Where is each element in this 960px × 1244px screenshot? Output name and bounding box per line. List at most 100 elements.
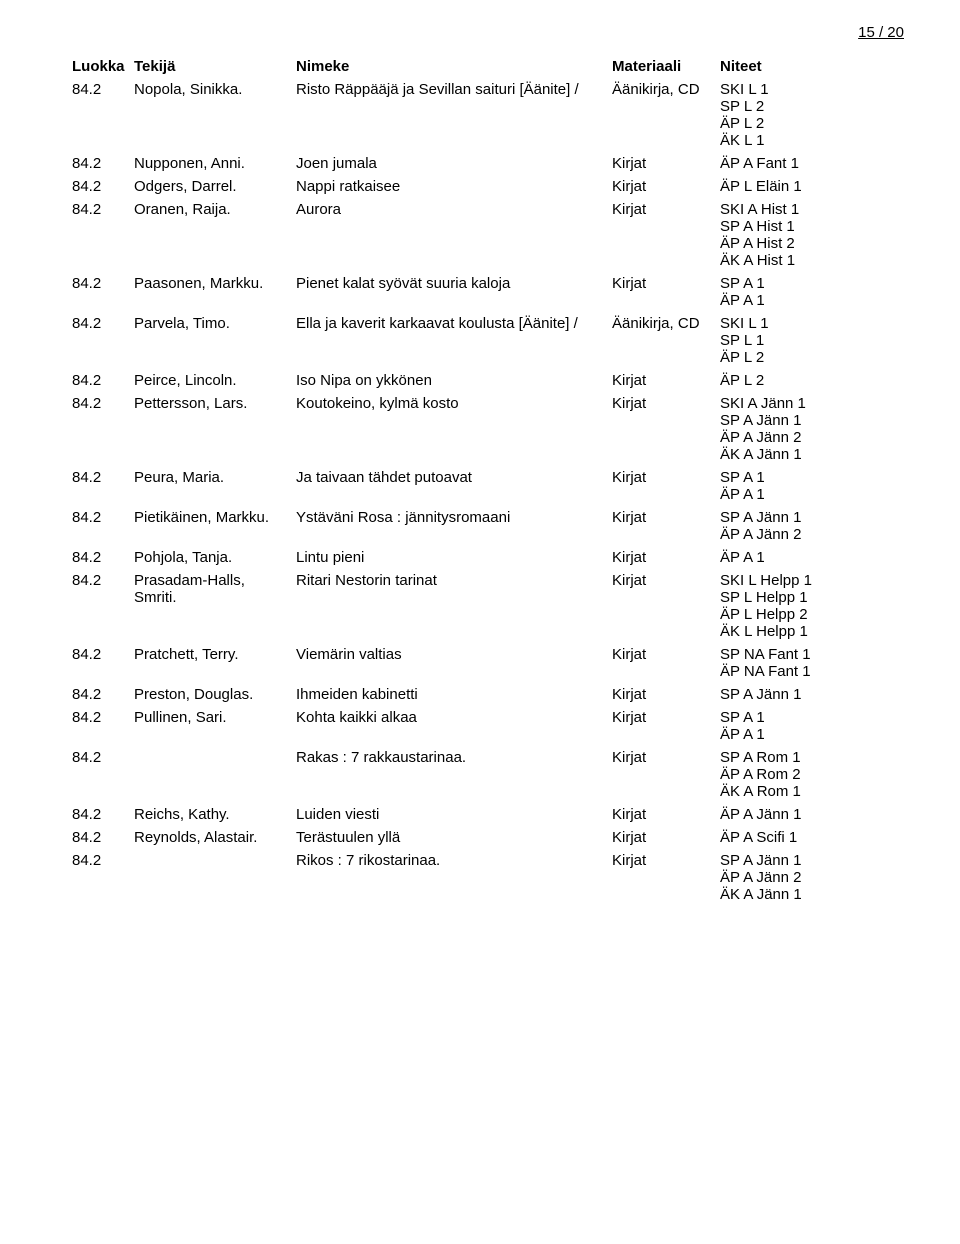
shelf-line: ÄP A 1 bbox=[720, 549, 904, 566]
cell-author: Reichs, Kathy. bbox=[134, 806, 296, 823]
cell-shelves: SP A Jänn 1ÄP A Jänn 2 bbox=[720, 509, 904, 543]
page: 15 / 20 Luokka Tekijä Nimeke Materiaali … bbox=[0, 0, 960, 1244]
cell-author: Pettersson, Lars. bbox=[134, 395, 296, 412]
shelf-line: ÄK L Helpp 1 bbox=[720, 623, 904, 640]
cell-material: Kirjat bbox=[612, 806, 720, 823]
shelf-line: SP L 2 bbox=[720, 98, 904, 115]
cell-title: Aurora bbox=[296, 201, 612, 218]
cell-class: 84.2 bbox=[72, 201, 134, 218]
cell-author: Parvela, Timo. bbox=[134, 315, 296, 332]
cell-material: Kirjat bbox=[612, 155, 720, 172]
table-row: 84.2Reynolds, Alastair.Terästuulen ylläK… bbox=[72, 829, 904, 846]
cell-class: 84.2 bbox=[72, 81, 134, 98]
table-row: 84.2Pratchett, Terry.Viemärin valtiasKir… bbox=[72, 646, 904, 680]
cell-title: Viemärin valtias bbox=[296, 646, 612, 663]
cell-shelves: SP A 1ÄP A 1 bbox=[720, 709, 904, 743]
shelf-line: SP A 1 bbox=[720, 275, 904, 292]
shelf-line: SP A Jänn 1 bbox=[720, 686, 904, 703]
cell-material: Kirjat bbox=[612, 275, 720, 292]
cell-shelves: SP A Jänn 1ÄP A Jänn 2ÄK A Jänn 1 bbox=[720, 852, 904, 903]
table-row: 84.2Paasonen, Markku.Pienet kalat syövät… bbox=[72, 275, 904, 309]
cell-shelves: ÄP A Scifi 1 bbox=[720, 829, 904, 846]
cell-material: Kirjat bbox=[612, 509, 720, 526]
cell-class: 84.2 bbox=[72, 829, 134, 846]
cell-title: Ystäväni Rosa : jännitysromaani bbox=[296, 509, 612, 526]
table-row: 84.2Pohjola, Tanja.Lintu pieniKirjatÄP A… bbox=[72, 549, 904, 566]
cell-class: 84.2 bbox=[72, 852, 134, 869]
table-row: 84.2Nupponen, Anni.Joen jumalaKirjatÄP A… bbox=[72, 155, 904, 172]
shelf-line: ÄP A Rom 2 bbox=[720, 766, 904, 783]
cell-material: Kirjat bbox=[612, 549, 720, 566]
cell-title: Rakas : 7 rakkaustarinaa. bbox=[296, 749, 612, 766]
table-header-row: Luokka Tekijä Nimeke Materiaali Niteet bbox=[72, 58, 904, 75]
cell-class: 84.2 bbox=[72, 372, 134, 389]
cell-title: Pienet kalat syövät suuria kaloja bbox=[296, 275, 612, 292]
cell-shelves: SP A Jänn 1 bbox=[720, 686, 904, 703]
cell-shelves: SKI L 1SP L 2ÄP L 2ÄK L 1 bbox=[720, 81, 904, 149]
cell-title: Iso Nipa on ykkönen bbox=[296, 372, 612, 389]
shelf-line: ÄP A Scifi 1 bbox=[720, 829, 904, 846]
cell-material: Kirjat bbox=[612, 646, 720, 663]
shelf-line: SP A Rom 1 bbox=[720, 749, 904, 766]
cell-title: Ella ja kaverit karkaavat koulusta [Ääni… bbox=[296, 315, 612, 332]
cell-title: Kohta kaikki alkaa bbox=[296, 709, 612, 726]
shelf-line: ÄP A Hist 2 bbox=[720, 235, 904, 252]
cell-shelves: ÄP L Eläin 1 bbox=[720, 178, 904, 195]
shelf-line: ÄP A Jänn 2 bbox=[720, 429, 904, 446]
shelf-line: SP NA Fant 1 bbox=[720, 646, 904, 663]
cell-shelves: ÄP L 2 bbox=[720, 372, 904, 389]
table-row: 84.2Pettersson, Lars.Koutokeino, kylmä k… bbox=[72, 395, 904, 463]
shelf-line: SP A 1 bbox=[720, 709, 904, 726]
cell-class: 84.2 bbox=[72, 509, 134, 526]
shelf-line: SP A Jänn 1 bbox=[720, 509, 904, 526]
cell-material: Kirjat bbox=[612, 372, 720, 389]
cell-author: Peirce, Lincoln. bbox=[134, 372, 296, 389]
cell-class: 84.2 bbox=[72, 155, 134, 172]
shelf-line: SP L 1 bbox=[720, 332, 904, 349]
cell-shelves: ÄP A 1 bbox=[720, 549, 904, 566]
cell-shelves: SKI L 1SP L 1ÄP L 2 bbox=[720, 315, 904, 366]
cell-material: Äänikirja, CD bbox=[612, 81, 720, 98]
table-row: 84.2Odgers, Darrel.Nappi ratkaiseeKirjat… bbox=[72, 178, 904, 195]
shelf-line: ÄP L 2 bbox=[720, 372, 904, 389]
shelf-line: ÄP A 1 bbox=[720, 292, 904, 309]
shelf-line: SP A Hist 1 bbox=[720, 218, 904, 235]
cell-title: Terästuulen yllä bbox=[296, 829, 612, 846]
cell-title: Ihmeiden kabinetti bbox=[296, 686, 612, 703]
cell-material: Kirjat bbox=[612, 395, 720, 412]
shelf-line: ÄK L 1 bbox=[720, 132, 904, 149]
cell-material: Kirjat bbox=[612, 201, 720, 218]
cell-author: Pullinen, Sari. bbox=[134, 709, 296, 726]
cell-author: Reynolds, Alastair. bbox=[134, 829, 296, 846]
cell-class: 84.2 bbox=[72, 178, 134, 195]
table-row: 84.2Pullinen, Sari.Kohta kaikki alkaaKir… bbox=[72, 709, 904, 743]
cell-shelves: SP NA Fant 1ÄP NA Fant 1 bbox=[720, 646, 904, 680]
table-row: 84.2Preston, Douglas.Ihmeiden kabinettiK… bbox=[72, 686, 904, 703]
cell-class: 84.2 bbox=[72, 646, 134, 663]
table-body: 84.2Nopola, Sinikka.Risto Räppääjä ja Se… bbox=[72, 81, 904, 903]
cell-shelves: SKI A Jänn 1SP A Jänn 1ÄP A Jänn 2ÄK A J… bbox=[720, 395, 904, 463]
cell-shelves: SP A 1ÄP A 1 bbox=[720, 469, 904, 503]
cell-author: Preston, Douglas. bbox=[134, 686, 296, 703]
shelf-line: SP A 1 bbox=[720, 469, 904, 486]
shelf-line: ÄP A Jänn 2 bbox=[720, 526, 904, 543]
table-row: 84.2Pietikäinen, Markku.Ystäväni Rosa : … bbox=[72, 509, 904, 543]
header-author: Tekijä bbox=[134, 58, 296, 75]
table-row: 84.2Peura, Maria.Ja taivaan tähdet putoa… bbox=[72, 469, 904, 503]
header-title: Nimeke bbox=[296, 58, 612, 75]
table-row: 84.2Nopola, Sinikka.Risto Räppääjä ja Se… bbox=[72, 81, 904, 149]
shelf-line: SKI L 1 bbox=[720, 81, 904, 98]
cell-class: 84.2 bbox=[72, 469, 134, 486]
shelf-line: ÄK A Rom 1 bbox=[720, 783, 904, 800]
header-material: Materiaali bbox=[612, 58, 720, 75]
cell-title: Luiden viesti bbox=[296, 806, 612, 823]
cell-class: 84.2 bbox=[72, 709, 134, 726]
cell-shelves: SKI A Hist 1SP A Hist 1ÄP A Hist 2ÄK A H… bbox=[720, 201, 904, 269]
cell-shelves: SP A 1ÄP A 1 bbox=[720, 275, 904, 309]
table-row: 84.2Peirce, Lincoln.Iso Nipa on ykkönenK… bbox=[72, 372, 904, 389]
cell-material: Kirjat bbox=[612, 709, 720, 726]
cell-class: 84.2 bbox=[72, 572, 134, 589]
shelf-line: ÄP L Eläin 1 bbox=[720, 178, 904, 195]
cell-material: Kirjat bbox=[612, 572, 720, 589]
shelf-line: ÄP NA Fant 1 bbox=[720, 663, 904, 680]
